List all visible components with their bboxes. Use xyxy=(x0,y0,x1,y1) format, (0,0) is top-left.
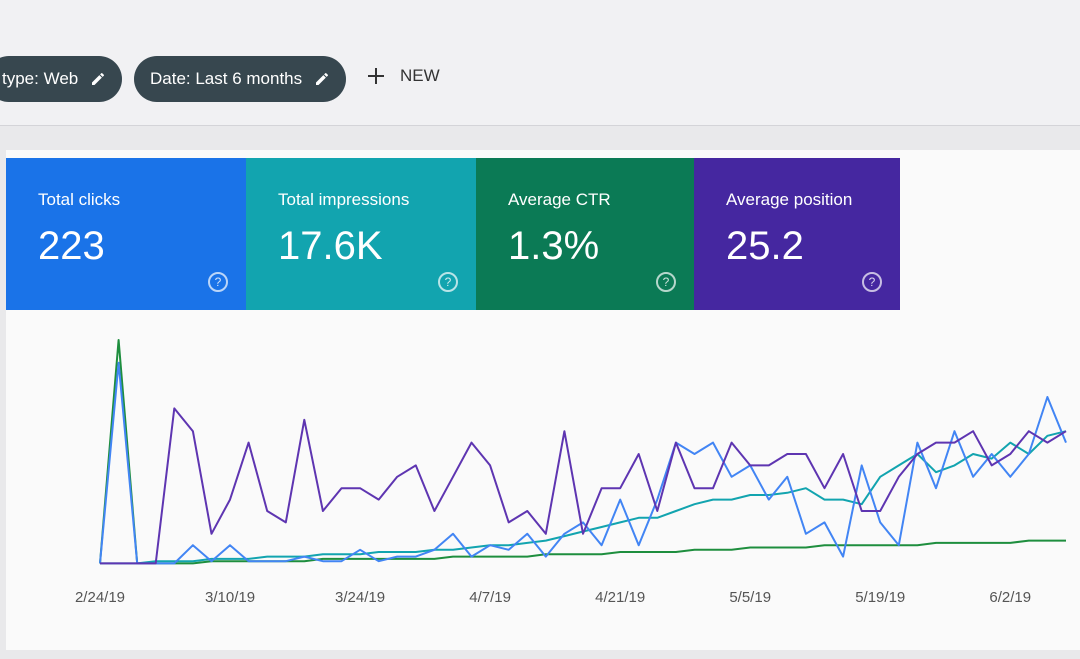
metric-card[interactable]: Average position 25.2? xyxy=(694,158,900,310)
plus-icon xyxy=(368,68,384,84)
chip-label: type: Web xyxy=(2,69,79,88)
filter-chip[interactable]: type: Web xyxy=(0,56,123,102)
x-tick-label: 4/7/19 xyxy=(469,589,511,606)
metric-card[interactable]: Average CTR 1.3%? xyxy=(476,158,694,310)
metric-value: 17.6K xyxy=(278,224,383,268)
metric-card[interactable]: Total impressions 17.6K? xyxy=(246,158,476,310)
x-tick-label: 3/24/19 xyxy=(335,589,385,606)
metric-label: Total impressions xyxy=(278,190,410,209)
metric-value: 1.3% xyxy=(508,224,600,268)
filter-chip[interactable]: Date: Last 6 months xyxy=(134,56,347,102)
metric-card[interactable]: Total clicks 223? xyxy=(6,158,246,310)
new-filter-button[interactable]: NEW xyxy=(366,66,440,86)
x-tick-label: 6/2/19 xyxy=(989,589,1031,606)
help-icon[interactable]: ? xyxy=(208,272,228,292)
x-tick-label: 5/19/19 xyxy=(855,589,905,606)
button-label: NEW xyxy=(400,66,440,85)
series-line xyxy=(100,407,1067,565)
chip-label: Date: Last 6 months xyxy=(150,69,303,88)
metric-label: Total clicks xyxy=(38,190,121,209)
x-tick-label: 5/5/19 xyxy=(729,589,771,606)
help-icon[interactable]: ? xyxy=(438,272,458,292)
filter-bar: type: Web Date: Last 6 months NEW xyxy=(0,0,1080,126)
metric-value: 25.2 xyxy=(726,224,804,268)
x-tick-label: 4/21/19 xyxy=(595,589,645,606)
x-tick-label: 2/24/19 xyxy=(75,589,125,606)
metric-label: Average CTR xyxy=(508,190,611,209)
help-icon[interactable]: ? xyxy=(656,272,676,292)
edit-icon xyxy=(316,72,329,85)
performance-panel: Total clicks 223? Total impressions 17.6K? A… xyxy=(6,150,1080,650)
metric-label: Average position xyxy=(726,190,853,209)
edit-icon xyxy=(92,72,105,85)
metric-value: 223 xyxy=(38,224,105,268)
help-icon[interactable]: ? xyxy=(862,272,882,292)
x-tick-label: 3/10/19 xyxy=(205,589,255,606)
chart: 2/24/19 3/10/19 3/24/19 4/7/19 4/21/19 5/5/19… xyxy=(75,339,1067,606)
series-line xyxy=(99,361,1067,565)
